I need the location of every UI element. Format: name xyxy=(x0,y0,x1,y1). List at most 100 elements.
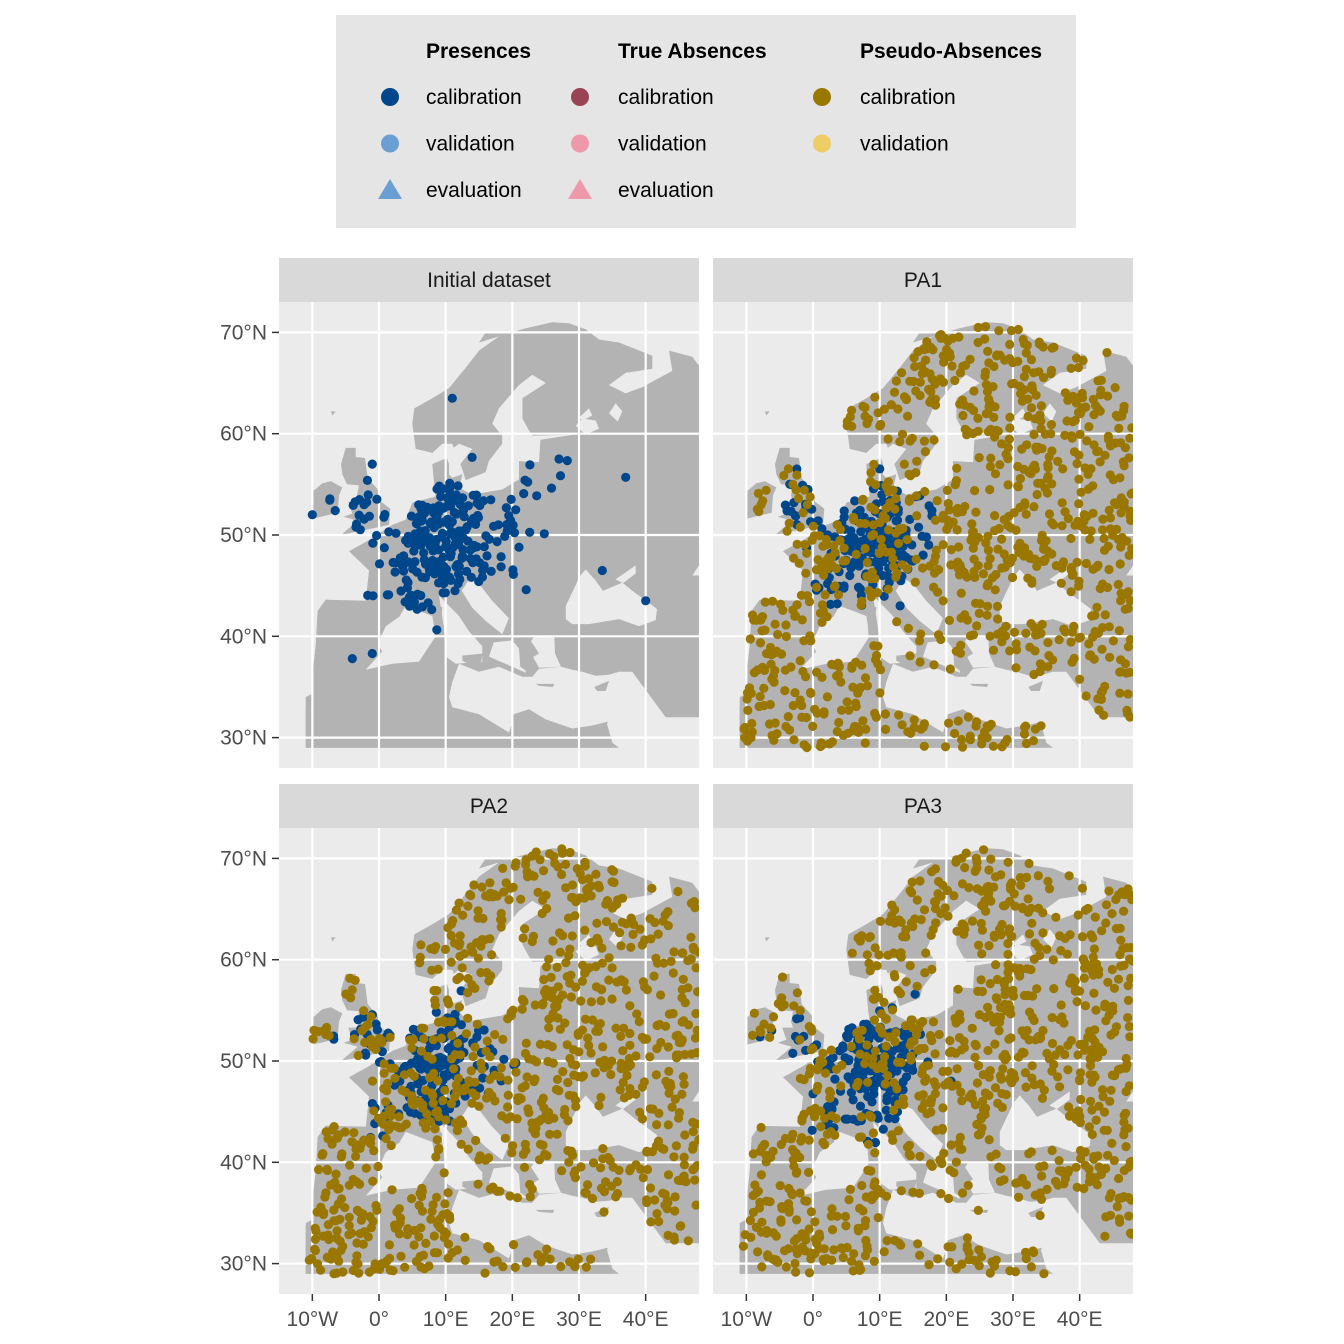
data-point xyxy=(1030,554,1040,564)
data-point xyxy=(384,1240,394,1250)
x-tick-label: 10°E xyxy=(423,1308,469,1331)
data-point xyxy=(1075,1076,1085,1086)
data-point xyxy=(646,934,656,944)
data-point xyxy=(869,1256,879,1266)
data-point xyxy=(862,419,872,429)
data-point xyxy=(649,971,659,981)
data-point xyxy=(442,995,452,1005)
data-point xyxy=(473,953,483,963)
data-point xyxy=(341,989,351,999)
data-point xyxy=(820,590,830,600)
facet-panel: PA3 xyxy=(713,784,1133,1294)
data-point xyxy=(458,505,469,515)
data-point xyxy=(459,1086,469,1096)
data-point xyxy=(959,929,969,939)
data-point xyxy=(960,501,970,512)
data-point xyxy=(997,439,1007,449)
data-point xyxy=(663,1170,674,1180)
water-body xyxy=(883,663,1053,733)
data-point xyxy=(919,436,930,446)
data-point xyxy=(381,1133,391,1144)
data-point xyxy=(397,1123,407,1133)
data-point xyxy=(1081,691,1091,701)
data-point xyxy=(544,1023,554,1033)
data-point xyxy=(1106,1030,1116,1040)
data-point xyxy=(467,980,477,990)
data-point xyxy=(879,404,890,414)
y-tick-label: 30°N xyxy=(220,727,267,750)
data-point xyxy=(875,1023,885,1033)
data-point xyxy=(552,1074,563,1084)
data-point xyxy=(1046,365,1057,375)
data-point xyxy=(988,645,999,655)
data-point xyxy=(408,1094,418,1104)
water-body xyxy=(489,640,526,673)
data-point xyxy=(930,515,941,525)
data-point xyxy=(1037,1171,1047,1181)
data-point xyxy=(670,1192,680,1202)
data-point xyxy=(971,507,981,517)
data-point xyxy=(902,535,912,545)
data-point xyxy=(1033,871,1043,881)
data-point xyxy=(974,940,984,950)
data-point xyxy=(429,1068,439,1078)
data-point xyxy=(978,1096,988,1106)
data-point xyxy=(886,547,897,557)
data-point xyxy=(1125,433,1133,443)
data-point xyxy=(555,947,565,957)
data-point xyxy=(616,1031,626,1041)
data-point xyxy=(677,1035,687,1045)
data-point xyxy=(453,1038,463,1048)
data-point xyxy=(901,932,911,942)
data-point xyxy=(799,1075,809,1085)
data-point xyxy=(496,1063,506,1073)
data-point xyxy=(608,922,619,932)
data-point xyxy=(1053,456,1063,466)
land-mass xyxy=(479,858,513,869)
data-point xyxy=(1066,533,1076,544)
data-point xyxy=(969,386,979,396)
data-point xyxy=(905,961,915,971)
data-point xyxy=(447,393,457,403)
data-point xyxy=(906,1015,916,1025)
data-point xyxy=(895,950,905,961)
data-point xyxy=(598,1144,608,1154)
data-point xyxy=(1086,1096,1096,1106)
data-point xyxy=(919,905,930,915)
data-point xyxy=(1044,651,1054,661)
data-point xyxy=(923,344,933,354)
data-point xyxy=(656,990,666,1000)
data-point xyxy=(1119,406,1129,416)
data-point xyxy=(1035,1034,1045,1044)
data-point xyxy=(351,519,362,529)
data-point xyxy=(757,662,768,673)
data-point xyxy=(868,541,878,551)
data-point xyxy=(1098,1092,1108,1102)
data-point xyxy=(997,1089,1007,1099)
data-point xyxy=(949,891,959,901)
water-body xyxy=(873,1121,917,1190)
data-point xyxy=(964,1255,974,1265)
data-point xyxy=(872,961,882,971)
data-point xyxy=(1108,475,1118,485)
data-point xyxy=(367,1076,378,1086)
water-body xyxy=(799,605,870,670)
data-point xyxy=(1102,582,1113,593)
data-point xyxy=(869,641,879,651)
data-point xyxy=(535,1039,546,1049)
data-point xyxy=(1123,995,1133,1006)
data-point xyxy=(379,1059,389,1069)
data-point xyxy=(429,985,439,996)
data-point xyxy=(465,890,475,900)
data-point xyxy=(937,1158,947,1169)
data-point xyxy=(557,1166,567,1176)
data-point xyxy=(1051,912,1061,922)
data-point xyxy=(957,742,968,752)
data-point xyxy=(895,525,906,535)
data-point xyxy=(611,1192,621,1202)
data-point xyxy=(907,877,917,887)
data-point xyxy=(443,923,453,933)
data-point xyxy=(1040,483,1050,493)
data-point xyxy=(936,1189,946,1199)
data-point xyxy=(570,911,580,921)
